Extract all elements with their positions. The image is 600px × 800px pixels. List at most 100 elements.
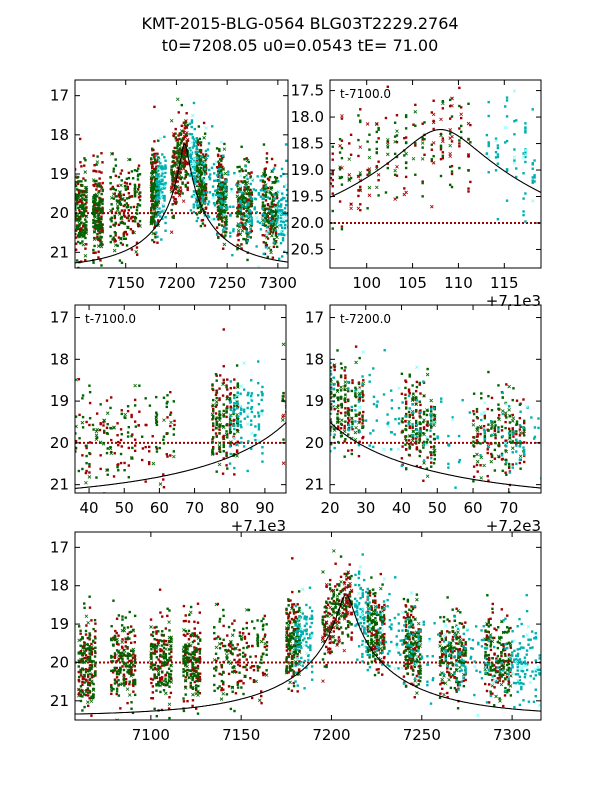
data-point [88, 441, 92, 444]
data-point [277, 232, 281, 236]
data-point [358, 417, 361, 421]
data-point [130, 170, 134, 173]
data-point [218, 428, 221, 431]
data-point-x [358, 171, 363, 175]
data-point [239, 206, 242, 210]
data-point [242, 212, 245, 215]
data-point [198, 631, 202, 635]
data-point [483, 414, 487, 418]
x-tick-label: 50 [115, 499, 134, 517]
data-point [152, 217, 155, 221]
data-point-x [367, 193, 372, 198]
data-point-x [245, 180, 250, 185]
data-point [112, 223, 115, 227]
data-point [397, 417, 401, 420]
data-point-x [236, 229, 241, 233]
data-point [155, 215, 158, 218]
data-point-x [149, 184, 153, 189]
data-point-x [77, 193, 81, 197]
data-point [404, 443, 407, 446]
data-point [122, 204, 125, 208]
data-point [216, 602, 220, 606]
data-point [218, 148, 221, 151]
data-point [182, 130, 185, 133]
data-point-x [80, 230, 85, 234]
data-point [487, 100, 490, 104]
data-point-x [157, 158, 162, 162]
data-point-x [354, 425, 358, 430]
data-point [215, 452, 218, 455]
data-point [93, 664, 97, 667]
data-point [377, 126, 380, 130]
x-tick-label: 115 [490, 274, 519, 292]
data-point [92, 218, 95, 222]
data-point [112, 187, 116, 191]
data-point [249, 188, 252, 192]
data-point [403, 136, 406, 140]
data-point-x [349, 206, 353, 211]
data-point [157, 213, 160, 216]
data-point [77, 226, 80, 230]
data-point [126, 204, 130, 207]
data-point [184, 634, 187, 637]
data-point [347, 414, 351, 417]
data-point [245, 186, 248, 189]
data-point [218, 158, 222, 161]
data-point [120, 216, 123, 219]
data-point [83, 233, 86, 236]
data-point [425, 429, 429, 432]
data-point [150, 171, 153, 175]
data-point [172, 134, 175, 138]
data-point [188, 146, 191, 150]
data-point [120, 645, 124, 649]
data-point [273, 176, 277, 179]
data-point [240, 408, 243, 412]
data-point-x [182, 137, 186, 141]
data-point [156, 235, 159, 239]
data-point [123, 203, 127, 207]
data-point [133, 420, 137, 423]
x-tick-label: 70 [499, 499, 518, 517]
data-point [154, 221, 157, 224]
data-point-x [198, 190, 202, 194]
data-point [85, 469, 88, 473]
data-point-x [386, 152, 390, 157]
data-point [332, 405, 336, 408]
data-point [200, 186, 204, 189]
data-point [515, 175, 518, 179]
data-point [288, 620, 292, 623]
data-point-x [180, 163, 185, 168]
data-point-x [471, 443, 476, 447]
data-point [337, 382, 340, 385]
data-point [422, 459, 426, 462]
data-point-x [276, 222, 280, 226]
data-point [472, 480, 475, 483]
data-point [269, 248, 273, 252]
data-point [386, 413, 389, 416]
data-point [114, 629, 117, 633]
data-point [165, 405, 168, 409]
data-point [201, 222, 205, 225]
data-point [250, 218, 253, 222]
data-point [281, 226, 284, 230]
data-point [421, 146, 424, 149]
data-point [174, 191, 177, 195]
data-point [153, 240, 156, 244]
data-point [225, 423, 228, 427]
data-point-x [346, 410, 351, 415]
data-point [184, 685, 187, 689]
data-point [162, 204, 165, 208]
data-point [531, 108, 534, 111]
data-point [381, 620, 384, 623]
data-point [508, 421, 512, 424]
data-point [350, 389, 354, 393]
data-point [330, 390, 333, 394]
data-point [339, 411, 343, 415]
data-point [260, 390, 263, 394]
data-point-x [102, 418, 106, 423]
data-point [285, 639, 288, 643]
data-point [90, 619, 93, 622]
data-point [326, 425, 328, 427]
data-point [206, 154, 210, 158]
